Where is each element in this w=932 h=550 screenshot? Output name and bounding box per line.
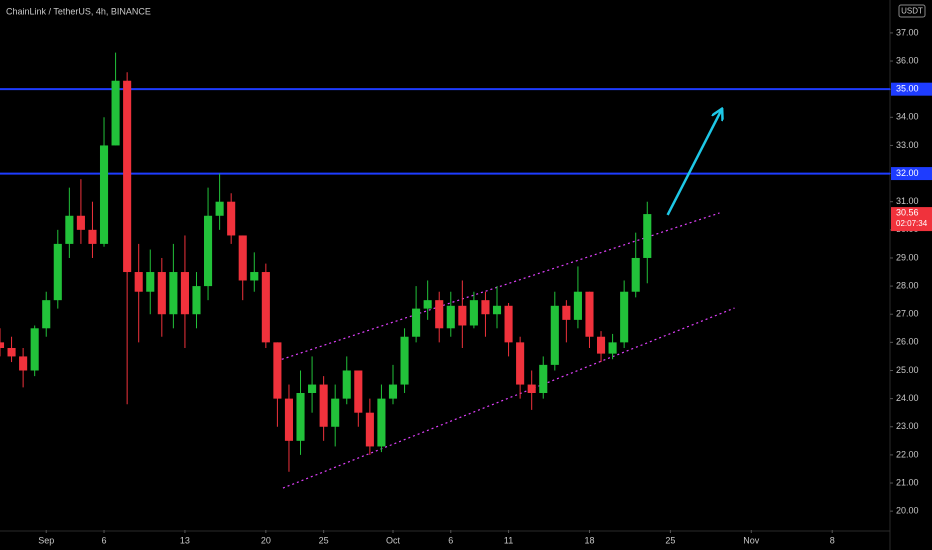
- candle-body: [585, 291, 594, 337]
- x-tick-label: Sep: [38, 535, 54, 545]
- candle-body: [180, 272, 189, 315]
- candle-body: [123, 80, 132, 273]
- candle-body: [435, 300, 444, 329]
- candle-body: [99, 145, 109, 244]
- candle-body: [527, 384, 536, 393]
- candle-body: [446, 305, 455, 329]
- candle-body: [562, 305, 571, 320]
- candle-body: [157, 272, 166, 315]
- candle-body: [331, 398, 340, 427]
- candle-body: [204, 215, 213, 287]
- candle-body: [573, 291, 582, 320]
- candle-body: [631, 257, 640, 292]
- price-label-box: [891, 167, 932, 181]
- candle-body: [412, 308, 421, 337]
- candle-body: [76, 215, 85, 230]
- candle-body: [620, 291, 629, 343]
- x-tick-label: 20: [261, 535, 271, 545]
- currency-box[interactable]: [898, 4, 926, 18]
- last-price: 30.56: [896, 207, 919, 217]
- candle-body: [516, 342, 525, 385]
- candle-body: [365, 412, 374, 447]
- y-tick-label: 28.00: [896, 280, 919, 290]
- candle-body: [388, 384, 398, 399]
- y-tick-label: 22.00: [896, 449, 919, 459]
- candle-body: [296, 392, 305, 441]
- candle-body: [42, 300, 51, 329]
- y-tick-label: 36.00: [896, 55, 919, 65]
- y-tick-label: 37.00: [896, 27, 919, 37]
- candle-body: [7, 347, 16, 357]
- candle-body: [377, 398, 386, 447]
- y-tick-label: 27.00: [896, 309, 919, 319]
- candle-body: [458, 305, 467, 326]
- candle-body: [19, 356, 28, 371]
- last-price-box: [891, 207, 932, 232]
- currency[interactable]: USDT: [901, 7, 923, 16]
- candle-body: [481, 300, 490, 315]
- candle-body: [596, 336, 606, 354]
- candle-body: [643, 214, 652, 258]
- y-tick-label: 21.00: [896, 477, 919, 487]
- y-tick-label: 29.00: [896, 252, 919, 262]
- candle-body: [284, 398, 294, 441]
- candle-body: [227, 201, 236, 236]
- price-label: 32.00: [896, 168, 919, 178]
- x-tick-label: Nov: [743, 535, 760, 545]
- x-tick-label: 25: [319, 535, 329, 545]
- chart-title: ChainLink / TetherUS, 4h, BINANCE: [6, 6, 151, 16]
- candle-body: [215, 201, 224, 216]
- y-tick-label: 33.00: [896, 140, 919, 150]
- candle-body: [65, 215, 74, 244]
- x-tick-label: 18: [584, 535, 594, 545]
- arrow: [666, 110, 722, 216]
- y-tick-label: 34.00: [896, 112, 919, 122]
- candle-body: [354, 370, 363, 413]
- candle-body: [550, 305, 559, 365]
- x-tick-label: 13: [180, 535, 190, 545]
- candle-body: [261, 272, 270, 343]
- countdown: 02:07:34: [896, 219, 928, 228]
- candle-body: [469, 300, 478, 326]
- candle-body: [0, 342, 5, 348]
- y-tick-label: 31.00: [896, 196, 919, 206]
- y-tick-label: 25.00: [896, 365, 919, 375]
- candle-body: [539, 364, 548, 393]
- candle-body: [169, 272, 178, 315]
- x-tick-label: 8: [830, 535, 835, 545]
- candle-body: [111, 80, 120, 146]
- y-tick-label: 20.00: [896, 506, 919, 516]
- candle-body: [238, 235, 247, 281]
- y-tick-label: 24.00: [896, 393, 919, 403]
- x-tick-label: 25: [665, 535, 675, 545]
- candle-body: [400, 336, 409, 385]
- x-tick-label: 6: [448, 535, 453, 545]
- candle-body: [608, 342, 617, 354]
- candle-body: [319, 384, 328, 427]
- candle-body: [192, 286, 201, 315]
- candle-body: [423, 300, 432, 309]
- price-label: 35.00: [896, 84, 919, 94]
- price-label-box: [891, 82, 932, 96]
- candle-body: [88, 229, 97, 244]
- candle-body: [30, 328, 39, 371]
- candle-body: [273, 342, 282, 399]
- candle-body: [146, 272, 155, 292]
- candle-body: [308, 384, 317, 393]
- x-tick-label: 11: [504, 535, 513, 545]
- candle-body: [342, 370, 351, 399]
- x-tick-label: Oct: [386, 535, 401, 545]
- candle-body: [504, 305, 513, 343]
- candle-body: [492, 305, 502, 315]
- y-tick-label: 26.00: [896, 337, 919, 347]
- candle-body: [250, 272, 259, 281]
- candle-body: [53, 243, 62, 301]
- x-tick-label: 6: [102, 535, 107, 545]
- y-tick-label: 23.00: [896, 421, 919, 431]
- candle-body: [134, 272, 143, 292]
- channel-line: [282, 307, 735, 489]
